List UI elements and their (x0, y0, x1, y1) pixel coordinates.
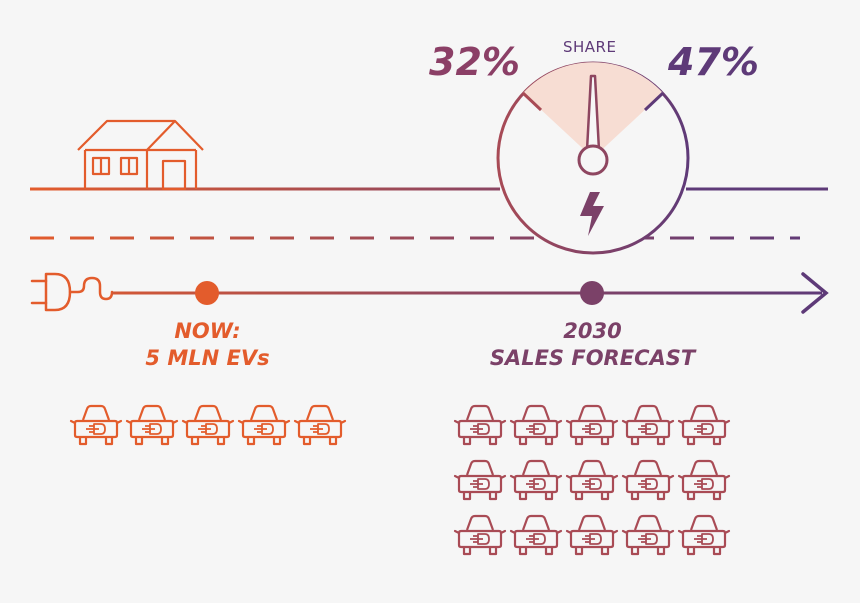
electric-car-icon (677, 404, 731, 446)
gauge-needle (585, 74, 601, 151)
electric-car-icon (509, 514, 563, 556)
electric-car-icon (69, 404, 123, 446)
electric-car-icon (621, 404, 675, 446)
electric-car-icon (621, 459, 675, 501)
power-plug-icon (30, 272, 114, 312)
electric-car-icon (125, 404, 179, 446)
now-caption: NOW: 5 MLN EVs (95, 318, 320, 372)
gauge-tick-high (643, 91, 665, 112)
gauge-tick-low (521, 91, 543, 112)
electric-car-icon (509, 459, 563, 501)
electric-car-icon (293, 404, 347, 446)
forecast-caption: 2030 SALES FORECAST (455, 318, 730, 372)
electric-car-icon (453, 404, 507, 446)
now-caption-line1: NOW: (174, 319, 241, 343)
electric-car-icon (181, 404, 235, 446)
timeline-point-now (195, 281, 219, 305)
electric-car-icon (677, 514, 731, 556)
electric-car-icon (565, 404, 619, 446)
electric-car-icon (453, 459, 507, 501)
arrowhead-icon (801, 272, 829, 314)
electric-car-icon (453, 514, 507, 556)
share-low-value: 32% (429, 40, 520, 84)
now-caption-line2: 5 MLN EVs (145, 346, 270, 370)
gauge-hub (577, 144, 609, 176)
lightning-bolt-icon (580, 192, 604, 236)
electric-car-icon (621, 514, 675, 556)
electric-car-icon (565, 514, 619, 556)
house-icon (77, 119, 204, 191)
electric-car-icon (237, 404, 291, 446)
electric-car-icon (509, 404, 563, 446)
forecast-caption-line2: SALES FORECAST (489, 346, 696, 370)
share-high-value: 47% (668, 40, 759, 84)
timeline-point-2030 (580, 281, 604, 305)
cars-forecast-group (453, 404, 731, 556)
share-gauge (496, 61, 690, 255)
gauge-label: SHARE (563, 38, 617, 56)
forecast-caption-line1: 2030 (563, 319, 622, 343)
electric-car-icon (677, 459, 731, 501)
electric-car-icon (565, 459, 619, 501)
cars-now-group (69, 404, 347, 446)
